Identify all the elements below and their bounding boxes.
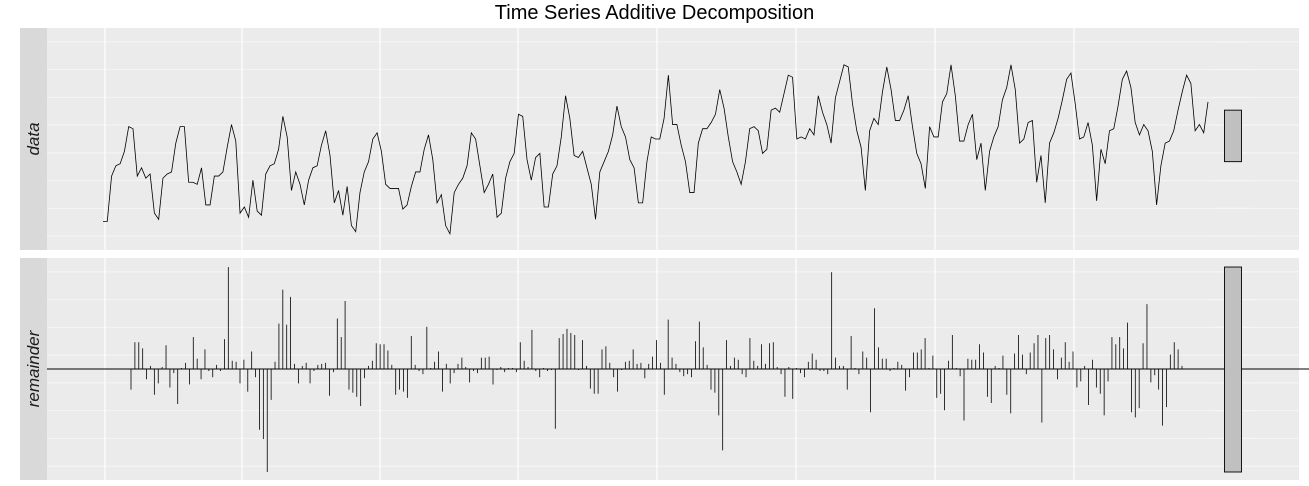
strip-label: data (24, 122, 43, 155)
series-group (130, 267, 1183, 472)
data-panel: data (20, 28, 1299, 250)
remainder-panel: remainder (20, 258, 1309, 480)
strip-background (20, 28, 47, 250)
series-group (103, 64, 1209, 236)
range-bar (1224, 109, 1242, 163)
data-series-line (103, 64, 1209, 236)
range-bar (1224, 266, 1242, 473)
chart-title: Time Series Additive Decomposition (494, 2, 815, 24)
strip-label: remainder (24, 329, 43, 407)
plot-background (47, 28, 1252, 250)
strip-background (20, 258, 47, 480)
